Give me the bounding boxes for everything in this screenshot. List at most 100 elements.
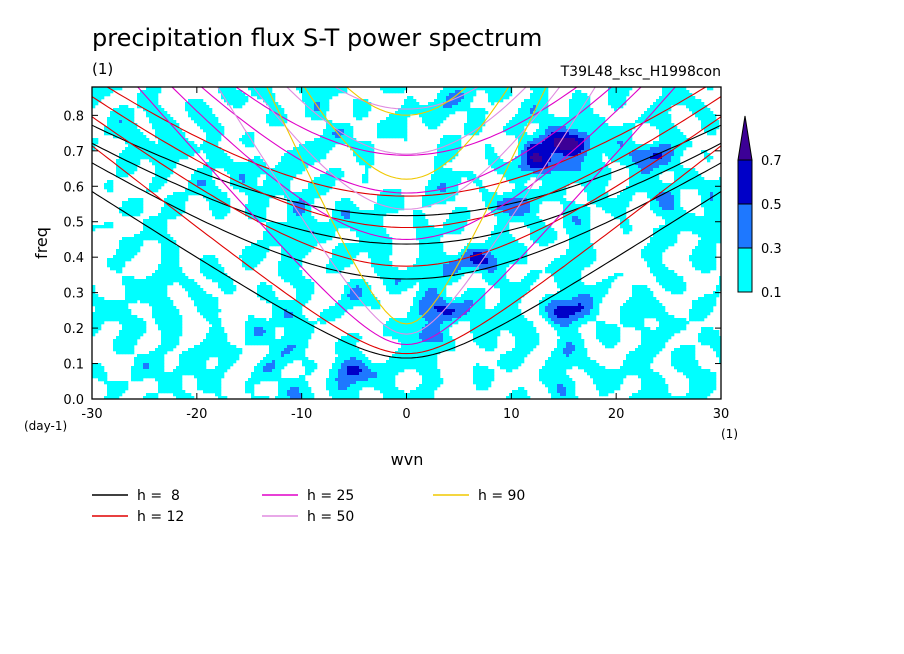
field-cell — [389, 135, 393, 139]
field-cell — [707, 201, 711, 205]
field-cell — [620, 198, 624, 202]
field-cell — [545, 90, 549, 94]
field-cell — [545, 87, 549, 91]
field-cell — [122, 174, 126, 178]
field-cell — [131, 144, 135, 148]
field-cell — [533, 207, 537, 211]
field-cell — [503, 195, 507, 199]
field-cell — [659, 108, 663, 112]
field-cell — [143, 147, 147, 151]
field-cell — [425, 198, 429, 202]
field-cell — [542, 87, 546, 91]
field-cell — [686, 90, 690, 94]
field-cell — [233, 168, 237, 172]
field-cell — [467, 111, 471, 115]
field-cell — [596, 189, 600, 193]
field-cell — [392, 195, 396, 199]
field-cell — [605, 210, 609, 214]
field-cell — [125, 204, 129, 208]
field-cell — [152, 87, 156, 91]
field-cell — [95, 102, 99, 106]
field-cell — [350, 207, 354, 211]
field-cell — [299, 162, 303, 166]
field-cell — [578, 219, 582, 223]
field-cell — [443, 195, 447, 199]
field-cell — [152, 108, 156, 112]
field-cell — [518, 210, 522, 214]
field-cell — [224, 159, 228, 163]
field-cell — [653, 168, 657, 172]
field-cell — [275, 186, 279, 190]
field-cell — [461, 90, 465, 94]
field-cell — [584, 177, 588, 181]
field-cell — [338, 210, 342, 214]
field-cell — [509, 90, 513, 94]
field-cell — [551, 135, 555, 139]
field-cell — [257, 168, 261, 172]
field-cell — [689, 219, 693, 223]
field-cell — [194, 186, 198, 190]
field-cell — [551, 159, 555, 163]
field-cell — [683, 99, 687, 103]
field-cell — [446, 189, 450, 193]
field-cell — [449, 87, 453, 91]
field-cell — [566, 210, 570, 214]
field-cell — [524, 216, 528, 220]
field-cell — [449, 150, 453, 154]
field-cell — [614, 96, 618, 100]
field-cell — [545, 198, 549, 202]
field-cell — [428, 108, 432, 112]
field-cell — [431, 195, 435, 199]
field-cell — [263, 168, 267, 172]
field-cell — [488, 150, 492, 154]
field-cell — [512, 174, 516, 178]
field-cell — [524, 192, 528, 196]
field-cell — [191, 153, 195, 157]
field-cell — [572, 96, 576, 100]
field-cell — [674, 171, 678, 175]
field-cell — [290, 207, 294, 211]
field-cell — [266, 168, 270, 172]
field-cell — [308, 153, 312, 157]
field-cell — [368, 162, 372, 166]
field-cell — [611, 93, 615, 97]
field-cell — [197, 105, 201, 109]
field-cell — [632, 177, 636, 181]
field-cell — [641, 114, 645, 118]
field-cell — [401, 129, 405, 133]
field-cell — [440, 99, 444, 103]
field-cell — [338, 141, 342, 145]
field-cell — [539, 93, 543, 97]
field-cell — [290, 222, 294, 226]
field-cell — [569, 150, 573, 154]
field-cell — [515, 204, 519, 208]
field-cell — [683, 180, 687, 184]
field-cell — [341, 123, 345, 127]
field-cell — [266, 177, 270, 181]
field-cell — [641, 174, 645, 178]
field-cell — [587, 102, 591, 106]
field-cell — [245, 165, 249, 169]
field-cell — [683, 186, 687, 190]
field-cell — [362, 105, 366, 109]
field-cell — [524, 168, 528, 172]
field-cell — [449, 144, 453, 148]
field-cell — [380, 210, 384, 214]
field-cell — [314, 195, 318, 199]
field-cell — [152, 117, 156, 121]
field-cell — [590, 198, 594, 202]
field-cell — [188, 153, 192, 157]
field-cell — [542, 126, 546, 130]
field-cell — [485, 198, 489, 202]
field-cell — [287, 153, 291, 157]
field-cell — [404, 108, 408, 112]
field-cell — [656, 117, 660, 121]
field-cell — [317, 138, 321, 142]
field-cell — [308, 207, 312, 211]
field-cell — [416, 105, 420, 109]
field-cell — [371, 216, 375, 220]
field-cell — [494, 162, 498, 166]
field-cell — [566, 222, 570, 226]
field-cell — [677, 186, 681, 190]
field-cell — [512, 204, 516, 208]
